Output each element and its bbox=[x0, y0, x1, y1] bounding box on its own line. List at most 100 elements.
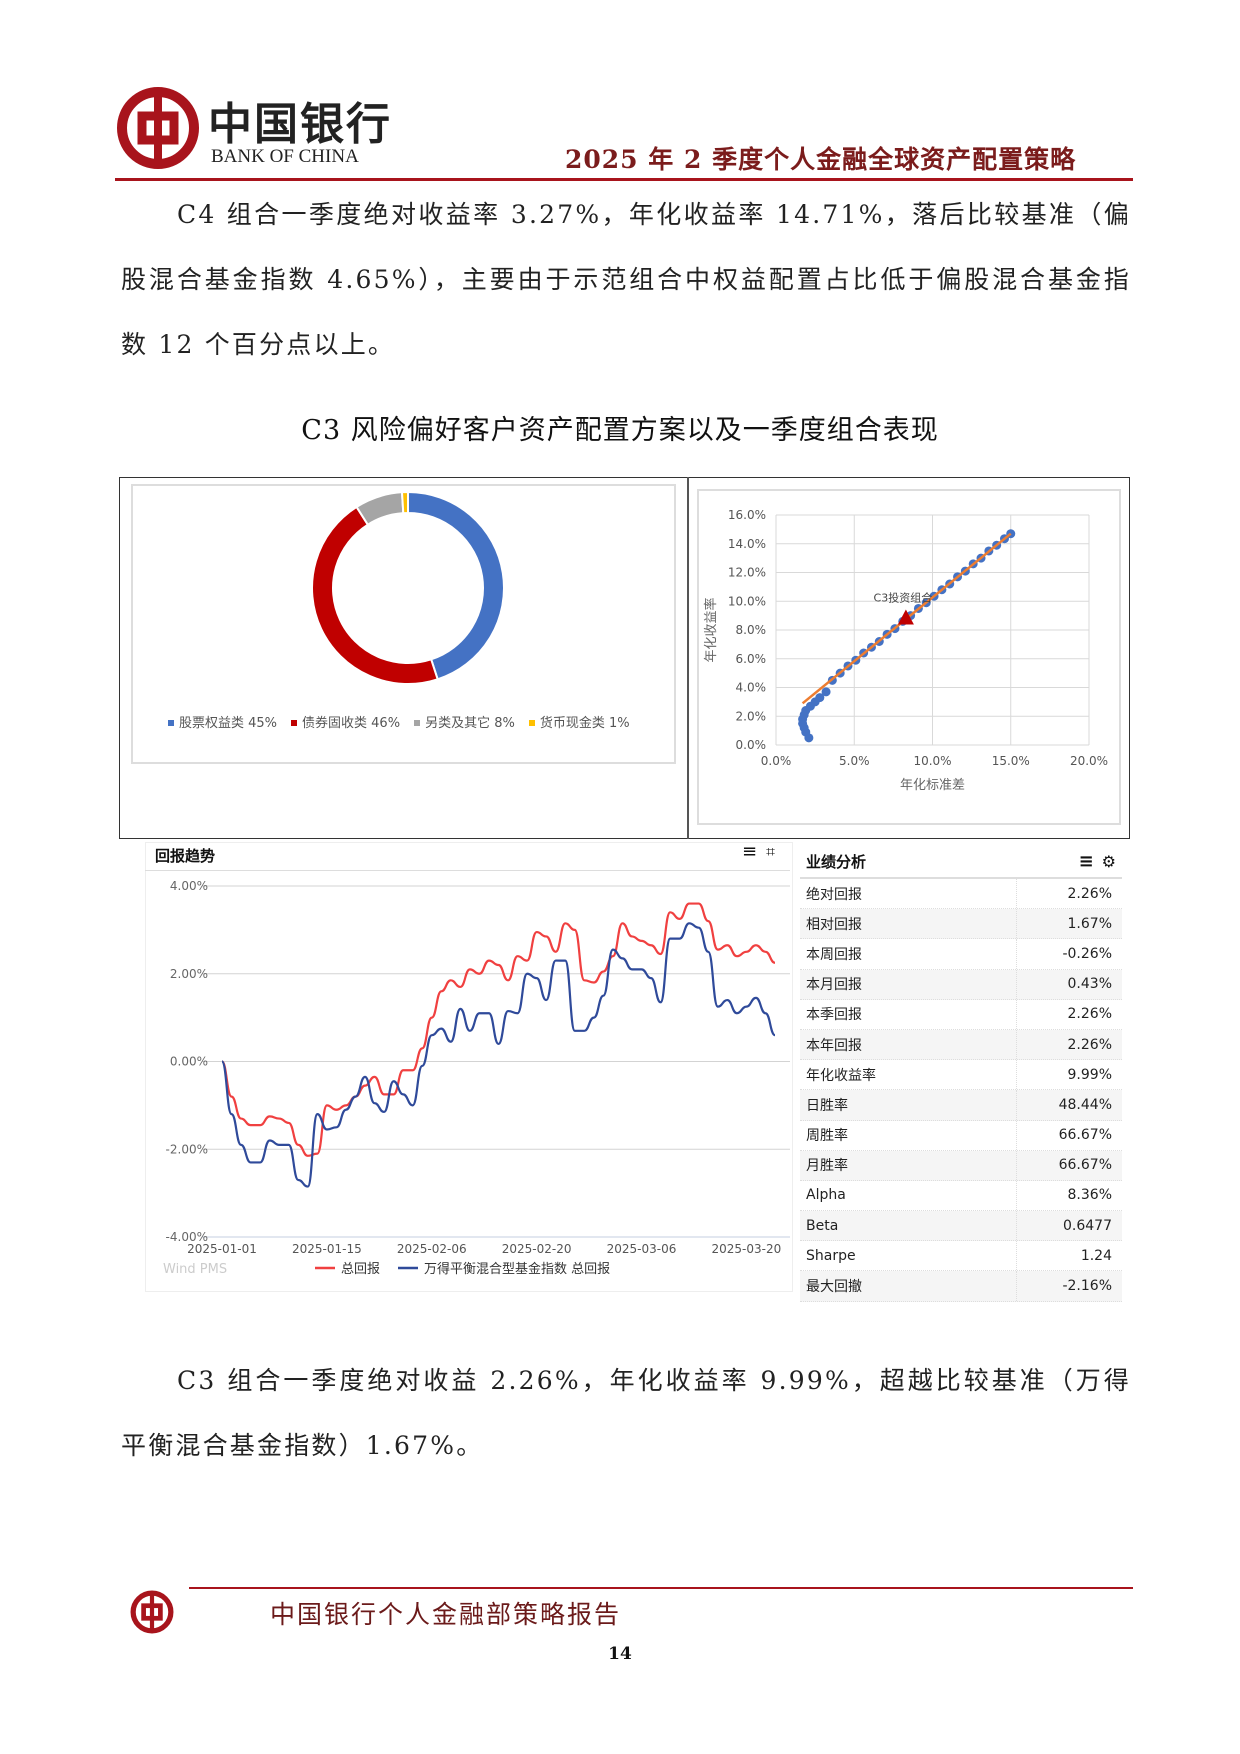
figure-caption: C3 风险偏好客户资产配置方案以及一季度组合表现 bbox=[301, 415, 939, 446]
metric-value: 2.26% bbox=[1067, 885, 1112, 902]
table-row: Sharpe 1.24 bbox=[800, 1241, 1122, 1272]
x-tick-label: 5.0% bbox=[839, 754, 870, 768]
metric-value: 66.67% bbox=[1058, 1127, 1112, 1144]
metric-label: 年化收益率 bbox=[800, 1060, 1017, 1090]
x-axis-label: 年化标准差 bbox=[900, 778, 965, 793]
metric-value: 8.36% bbox=[1067, 1187, 1112, 1204]
metric-value: -2.16% bbox=[1062, 1278, 1112, 1295]
legend-label: 总回报 bbox=[341, 1262, 380, 1277]
x-tick-label: 20.0% bbox=[1070, 754, 1108, 768]
y-tick-label: 14.0% bbox=[728, 537, 766, 551]
return-trend-chart: -4.00% -2.00% 0.00% 2.00% 4.00% 2025-01-01 202… bbox=[163, 879, 790, 1277]
metric-label: 本季回报 bbox=[800, 999, 1017, 1029]
footer-logo bbox=[130, 1590, 174, 1634]
frame-divider bbox=[687, 477, 689, 839]
logo-cn-text: 中国银行 bbox=[208, 99, 392, 150]
paragraph-text: C3 组合一季度绝对收益 2.26%，年化收益率 9.99%，超越比较基准（万得… bbox=[121, 1366, 1131, 1460]
metric-label: 最大回撤 bbox=[800, 1271, 1017, 1301]
legend-item: 债券固收类 46% bbox=[291, 716, 400, 731]
table-row: 周胜率 66.67% bbox=[800, 1120, 1122, 1151]
table-row: 本季回报 2.26% bbox=[800, 999, 1122, 1030]
scatter-panel bbox=[697, 489, 1121, 825]
x-tick-label: 10.0% bbox=[913, 754, 951, 768]
metric-value: 2.26% bbox=[1067, 1036, 1112, 1053]
metric-label: 日胜率 bbox=[800, 1090, 1017, 1120]
legend-label: 货币现金类 1% bbox=[539, 716, 630, 731]
x-tick-label: 2025-01-01 bbox=[187, 1242, 257, 1256]
series-line bbox=[220, 902, 776, 1157]
legend-item: 股票权益类 45% bbox=[168, 716, 277, 731]
performance-table: 业绩分析 ≡ ⚙ 绝对回报 2.26% 相对回报 1.67% 本周回报 -0.26% 本月回报… bbox=[800, 845, 1122, 1302]
table-row: 本月回报 0.43% bbox=[800, 969, 1122, 1000]
legend-label: 另类及其它 8% bbox=[425, 716, 515, 731]
title-underline bbox=[145, 870, 790, 871]
y-axis-label: 年化收益率 bbox=[703, 597, 719, 662]
x-tick-label: 0.0% bbox=[761, 754, 792, 768]
y-tick-label: 16.0% bbox=[728, 508, 766, 522]
donut-legend: 股票权益类 45% 债券固收类 46% 另类及其它 8% 货币现金类 1% bbox=[168, 712, 644, 731]
x-tick-label: 2025-03-20 bbox=[712, 1242, 782, 1256]
legend-swatch bbox=[528, 720, 535, 726]
metric-value: -0.26% bbox=[1062, 945, 1112, 962]
metric-label: 月胜率 bbox=[800, 1150, 1017, 1180]
metric-label: 相对回报 bbox=[800, 909, 1017, 939]
legend-swatch bbox=[291, 720, 298, 726]
x-tick-label: 2025-01-15 bbox=[292, 1242, 362, 1256]
return-trend-panel bbox=[145, 842, 793, 1292]
metric-value: 9.99% bbox=[1067, 1066, 1112, 1083]
portfolio-marker bbox=[897, 609, 914, 625]
x-tick-label: 15.0% bbox=[992, 754, 1030, 768]
performance-header: 业绩分析 ≡ ⚙ bbox=[800, 845, 1122, 879]
performance-title: 业绩分析 bbox=[806, 852, 867, 871]
donut-slice bbox=[355, 491, 405, 527]
legend-label: 股票权益类 45% bbox=[179, 716, 278, 731]
paragraph-c3: C3 组合一季度绝对收益 2.26%，年化收益率 9.99%，超越比较基准（万得… bbox=[121, 1348, 1131, 1478]
donut-slice bbox=[400, 490, 409, 515]
table-row: Alpha 8.36% bbox=[800, 1180, 1122, 1212]
y-tick-label: 0.0% bbox=[736, 738, 767, 752]
y-tick-label: 2.00% bbox=[170, 967, 208, 981]
metric-label: Beta bbox=[800, 1211, 1017, 1241]
y-tick-label: 10.0% bbox=[728, 594, 766, 608]
charts-frame bbox=[119, 477, 1130, 839]
bank-of-china-logo bbox=[117, 87, 199, 169]
metric-value: 1.67% bbox=[1067, 915, 1112, 932]
logo-en-text: BANK OF CHINA bbox=[211, 146, 359, 167]
legend-item: 另类及其它 8% bbox=[414, 716, 515, 731]
paragraph-c4: C4 组合一季度绝对收益率 3.27%，年化收益率 14.71%，落后比较基准（… bbox=[121, 182, 1131, 377]
table-row: 日胜率 48.44% bbox=[800, 1090, 1122, 1121]
gear-icon[interactable]: ⚙ bbox=[1101, 851, 1116, 871]
page-number: 14 bbox=[608, 1644, 632, 1664]
metric-value: 0.43% bbox=[1067, 976, 1112, 993]
table-row: 本周回报 -0.26% bbox=[800, 939, 1122, 970]
menu-icon[interactable]: ≡ bbox=[742, 841, 758, 862]
report-title: 2025 年 2 季度个人金融全球资产配置策略 bbox=[565, 145, 1077, 174]
metric-label: 绝对回报 bbox=[800, 879, 1017, 909]
donut-slice bbox=[311, 505, 439, 685]
x-tick-label: 2025-02-20 bbox=[502, 1242, 572, 1256]
y-tick-label: -2.00% bbox=[166, 1142, 208, 1156]
legend-swatch bbox=[168, 720, 174, 726]
metric-value: 48.44% bbox=[1058, 1096, 1112, 1113]
donut-slice bbox=[407, 490, 505, 681]
y-tick-label: 4.00% bbox=[170, 879, 208, 893]
metric-label: 本周回报 bbox=[800, 939, 1017, 969]
efficient-frontier-chart: 0.0% 5.0% 10.0% 15.0% 20.0% 0.0% 2.0% 4.0% 6.0% 8… bbox=[703, 508, 1108, 793]
source-label: Wind PMS bbox=[163, 1262, 227, 1277]
frontier-point bbox=[815, 693, 825, 703]
table-row: 最大回撤 -2.16% bbox=[800, 1271, 1122, 1302]
crop-icon[interactable]: ⌗ bbox=[766, 842, 776, 861]
metric-label: 周胜率 bbox=[800, 1120, 1017, 1150]
footer-text: 中国银行个人金融部策略报告 bbox=[270, 1600, 622, 1629]
metric-label: 本年回报 bbox=[800, 1029, 1017, 1060]
x-tick-label: 2025-03-06 bbox=[607, 1242, 677, 1256]
metric-value: 0.6477 bbox=[1063, 1217, 1112, 1234]
metric-label: Sharpe bbox=[800, 1241, 1017, 1271]
menu-icon[interactable]: ≡ bbox=[1078, 850, 1094, 872]
table-row: 相对回报 1.67% bbox=[800, 909, 1122, 940]
table-row: 绝对回报 2.26% bbox=[800, 879, 1122, 910]
paragraph-text: C4 组合一季度绝对收益率 3.27%，年化收益率 14.71%，落后比较基准（… bbox=[121, 200, 1131, 359]
donut-panel bbox=[131, 484, 676, 764]
x-tick-label: 2025-02-06 bbox=[397, 1242, 467, 1256]
y-tick-label: 4.0% bbox=[736, 681, 767, 695]
